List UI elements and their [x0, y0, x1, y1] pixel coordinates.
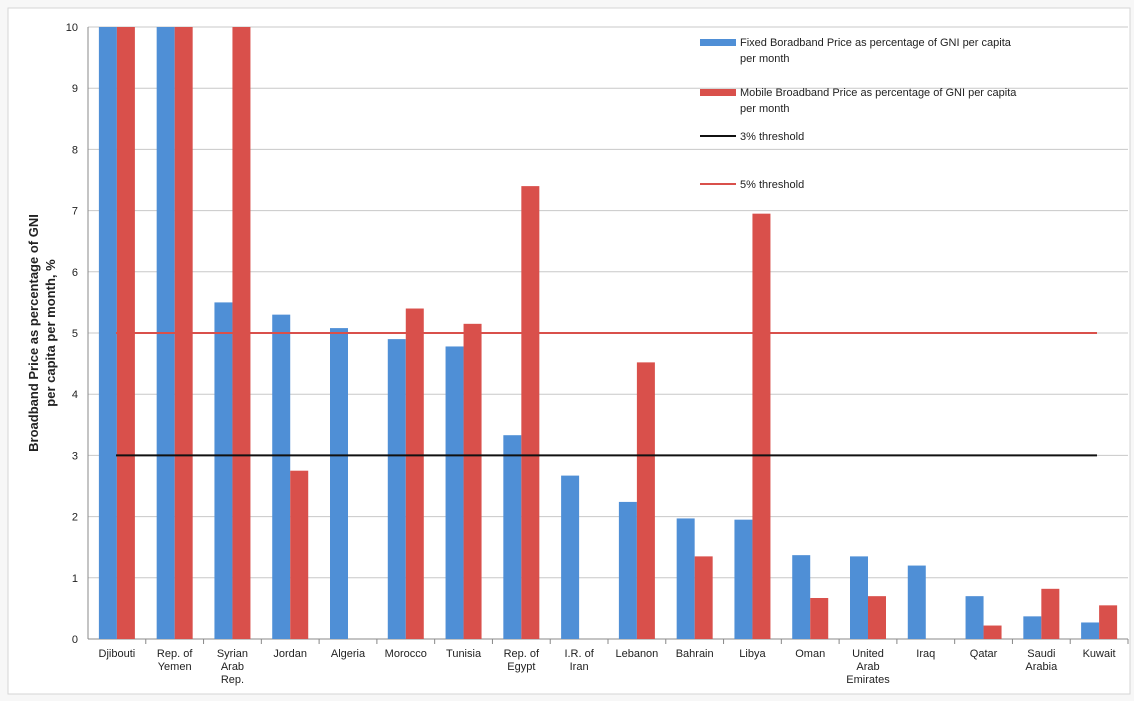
- x-tick-label: Jordan: [273, 648, 307, 660]
- fixed-bar-lebanon: [618, 501, 637, 639]
- x-tick-label: Egypt: [507, 661, 535, 673]
- legend-label: 5% threshold: [740, 179, 804, 191]
- mobile-bar-qatar: [983, 625, 1002, 639]
- gridlines: [88, 26, 1128, 579]
- y-tick-label: 10: [66, 22, 78, 34]
- fixed-bar-djibouti: [98, 27, 117, 639]
- y-tick-label: 1: [72, 573, 78, 585]
- y-tick-label: 0: [72, 634, 78, 646]
- x-tick-label: Morocco: [385, 648, 427, 660]
- y-tick-label: 4: [72, 389, 78, 401]
- fixed-bar-iraq: [907, 565, 926, 639]
- x-tick-label: Kuwait: [1083, 648, 1116, 660]
- mobile-bar-saudi-arabia: [1041, 588, 1060, 639]
- x-tick-label: Arabia: [1025, 661, 1058, 673]
- fixed-bar-libya: [734, 519, 753, 639]
- y-tick-label: 9: [72, 83, 78, 95]
- fixed-bar-united-arab-emirates: [850, 556, 868, 639]
- fixed-bar-tunisia: [445, 346, 464, 639]
- x-tick-label: Syrian: [217, 648, 248, 660]
- legend-label: Mobile Broadband Price as percentage of …: [740, 87, 1017, 99]
- fixed-bar-i-r-of-iran: [561, 475, 580, 639]
- x-tick-label: Bahrain: [676, 648, 714, 660]
- mobile-bar-rep-of-egypt: [521, 186, 540, 639]
- fixed-bar-jordan: [272, 314, 291, 639]
- fixed-bar-syrian-arab-rep-: [214, 302, 233, 639]
- x-tick-label: Libya: [739, 648, 766, 660]
- y-tick-label: 3: [72, 450, 78, 462]
- x-tick-label: Yemen: [158, 661, 192, 673]
- fixed-bar-qatar: [965, 596, 984, 639]
- x-tick-label: Rep.: [221, 674, 244, 686]
- x-tick-label: Qatar: [970, 648, 998, 660]
- legend-label: Fixed Boradband Price as percentage of G…: [740, 37, 1012, 49]
- mobile-bar-united-arab-emirates: [868, 596, 886, 639]
- y-tick-label: 6: [72, 267, 78, 279]
- x-tick-label: Tunisia: [446, 648, 482, 660]
- x-tick-label: Oman: [795, 648, 825, 660]
- legend-label: 3% threshold: [740, 131, 804, 143]
- mobile-bar-morocco: [405, 308, 424, 639]
- legend-label: per month: [740, 103, 790, 115]
- mobile-bar-lebanon: [636, 362, 655, 639]
- legend: Fixed Boradband Price as percentage of G…: [700, 37, 1017, 191]
- fixed-bar-rep-of-egypt: [503, 435, 522, 639]
- y-tick-label: 7: [72, 206, 78, 218]
- x-tick-label: Rep. of: [504, 648, 540, 660]
- x-tick-label: Arab: [856, 661, 879, 673]
- x-tick-label: Emirates: [846, 674, 890, 686]
- mobile-bar-libya: [752, 213, 771, 639]
- y-tick-label: 2: [72, 512, 78, 524]
- legend-swatch: [700, 89, 736, 96]
- legend-label: per month: [740, 53, 790, 65]
- y-axis-title: Broadband Price as percentage of GNI per …: [26, 214, 58, 452]
- mobile-bar-tunisia: [463, 323, 482, 639]
- y-tick-label: 8: [72, 144, 78, 156]
- threshold-lines: [116, 332, 1097, 457]
- mobile-bar-oman: [810, 597, 829, 639]
- mobile-bar-jordan: [290, 470, 309, 639]
- fixed-bar-morocco: [387, 339, 406, 639]
- y-tick-label: 5: [72, 328, 78, 340]
- mobile-bar-kuwait: [1099, 605, 1118, 639]
- x-tick-label: Iraq: [916, 648, 935, 660]
- x-tick-label: Algeria: [331, 648, 366, 660]
- bars: [98, 27, 1118, 639]
- fixed-bar-bahrain: [676, 518, 695, 639]
- mobile-bar-bahrain: [694, 556, 713, 639]
- x-tick-label: Arab: [221, 661, 244, 673]
- fixed-bar-kuwait: [1081, 622, 1100, 639]
- x-tick-label: Djibouti: [99, 648, 136, 660]
- x-tick-label: I.R. of: [564, 648, 594, 660]
- x-tick-label: Lebanon: [615, 648, 658, 660]
- fixed-bar-oman: [792, 555, 811, 639]
- x-tick-label: Saudi: [1027, 648, 1055, 660]
- fixed-bar-algeria: [330, 328, 348, 639]
- fixed-bar-saudi-arabia: [1023, 616, 1042, 639]
- x-tick-label: United: [852, 648, 884, 660]
- legend-swatch: [700, 39, 736, 46]
- x-tick-label: Rep. of: [157, 648, 193, 660]
- x-tick-label: Iran: [570, 661, 589, 673]
